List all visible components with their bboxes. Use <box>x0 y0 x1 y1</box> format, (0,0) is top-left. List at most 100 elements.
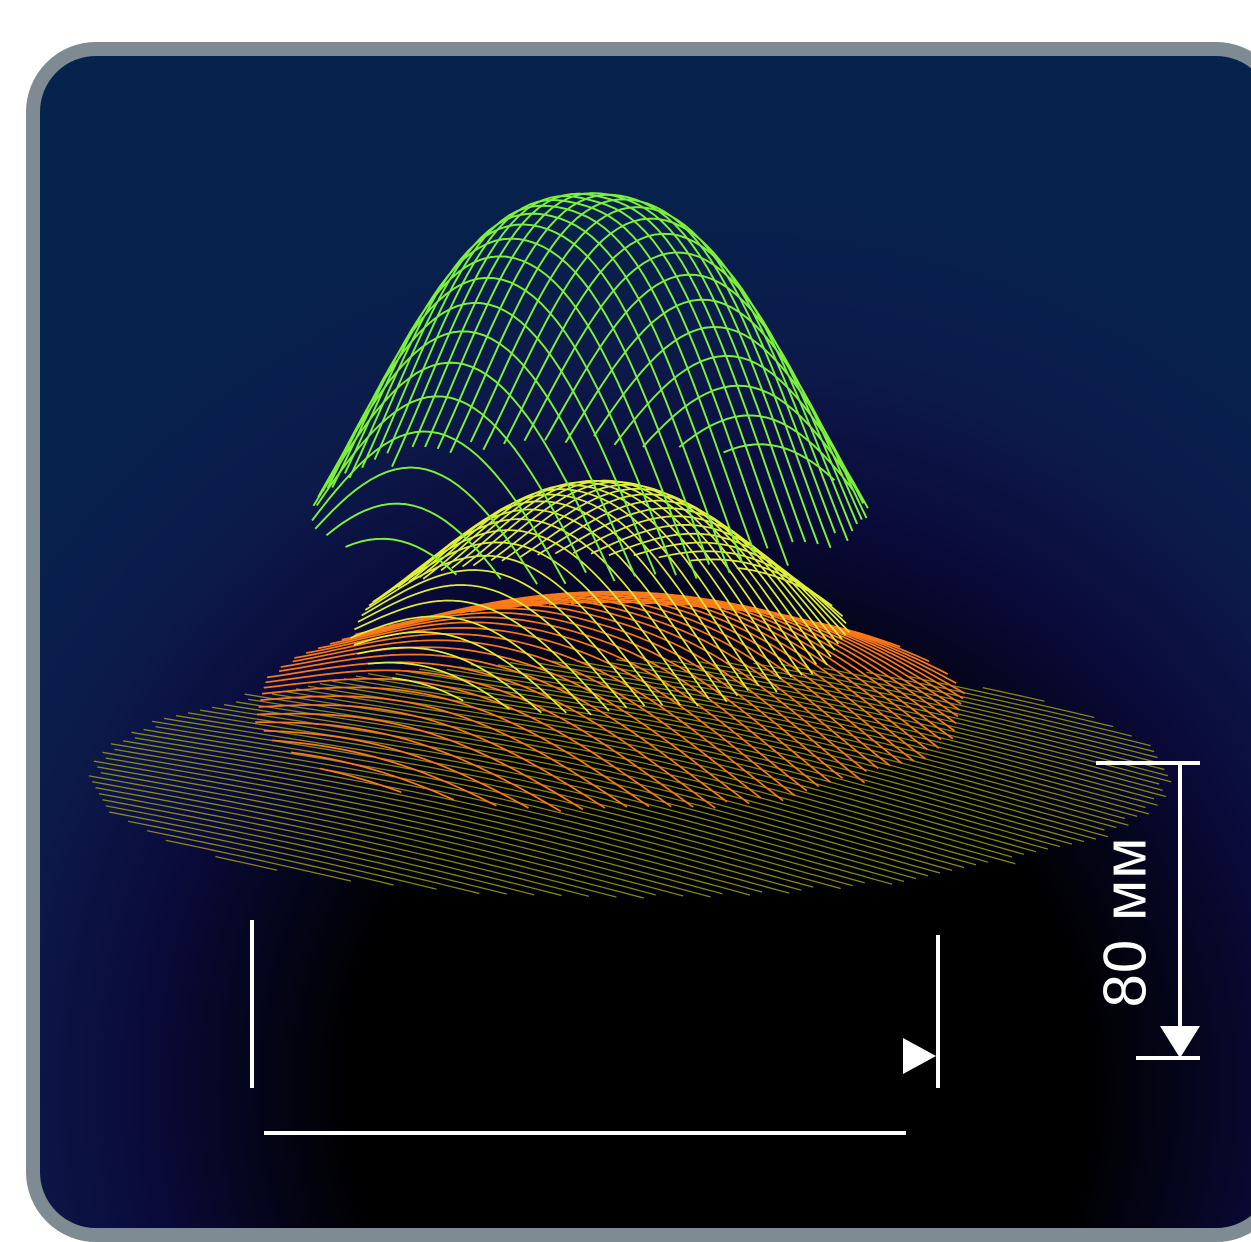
orange-mesh-line <box>263 678 672 808</box>
brim-mesh-line <box>283 690 1025 855</box>
green-mesh-line <box>311 430 567 585</box>
yellow-mesh-line <box>462 479 803 676</box>
yellow-mesh-line <box>392 677 464 702</box>
green-mesh-line <box>373 204 756 555</box>
brim-mesh-line <box>165 839 351 882</box>
green-mesh-line <box>312 361 616 582</box>
brim-mesh-line <box>128 820 437 890</box>
brim-mesh-line <box>576 660 1163 791</box>
width-arrowhead <box>903 1038 936 1074</box>
yellow-mesh-line <box>608 532 850 633</box>
orange-mesh-line <box>260 695 628 808</box>
brim-mesh-line <box>271 693 1013 858</box>
brim-mesh-line <box>164 717 905 882</box>
green-mesh-line <box>424 192 807 543</box>
green-mesh-line <box>723 443 836 481</box>
yellow-mesh-line <box>490 483 818 665</box>
brim-mesh-line <box>670 660 1165 771</box>
orange-mesh-line <box>637 602 964 700</box>
green-mesh-line <box>391 195 789 566</box>
green-mesh-line <box>344 237 711 565</box>
orange-mesh-line <box>258 704 606 809</box>
green-mesh-line <box>523 251 858 525</box>
brim-mesh-line <box>102 799 535 896</box>
brim-mesh-line <box>753 662 1155 753</box>
yellow-mesh-line <box>572 515 843 640</box>
orange-mesh-line <box>290 751 455 801</box>
outer-brim-mesh <box>88 659 1172 899</box>
green-mesh-line <box>469 206 836 534</box>
orange-mesh-line <box>458 590 928 751</box>
brim-mesh-line <box>236 701 977 866</box>
wireframe-scene <box>88 192 1200 1135</box>
yellow-mesh-line <box>367 661 510 710</box>
height-arrowhead <box>1160 1026 1200 1058</box>
green-mesh-line <box>436 193 819 545</box>
green-mesh-line <box>325 502 502 580</box>
orange-mesh-line <box>256 712 584 811</box>
brim-mesh-line <box>319 683 1061 848</box>
brim-mesh-line <box>549 660 1167 798</box>
brim-mesh-line <box>105 805 507 895</box>
orange-mesh-line <box>294 632 784 802</box>
green-mesh-line <box>317 330 636 577</box>
orange-mesh-line <box>319 767 402 794</box>
orange-mesh-line <box>329 616 820 788</box>
brim-mesh-line <box>753 662 1155 753</box>
brim-mesh-line <box>134 737 814 888</box>
orange-mesh-line <box>412 593 903 764</box>
yellow-mesh-line <box>357 584 628 709</box>
brim-mesh-line <box>866 671 1114 728</box>
green-mesh-line <box>642 384 866 503</box>
green-mesh-line <box>314 466 538 585</box>
orange-mesh-line <box>294 632 784 802</box>
green-mesh-line <box>322 301 657 575</box>
width-dimension <box>250 920 940 1135</box>
green-mesh-line <box>316 395 587 574</box>
orange-mesh-line <box>255 721 562 812</box>
orange-mesh-line <box>278 653 728 803</box>
brim-mesh-line <box>212 706 953 871</box>
brim-mesh-line <box>212 706 953 871</box>
brim-mesh-line <box>122 740 802 891</box>
orange-mesh-line <box>265 669 694 808</box>
brim-mesh-line <box>244 693 1016 865</box>
green-mesh-line <box>345 537 458 576</box>
brim-mesh-line <box>188 712 929 877</box>
yellow-mesh-line <box>350 615 592 716</box>
brim-mesh-line <box>295 688 1037 853</box>
brim-mesh-line <box>146 830 394 886</box>
yellow-mesh-line <box>364 554 664 706</box>
orange-mesh-line <box>290 751 455 801</box>
brim-mesh-line <box>248 698 989 863</box>
green-mesh-line <box>564 298 868 519</box>
height-dimension <box>1096 761 1200 1060</box>
brim-mesh-line <box>215 856 278 871</box>
green-mesh-line <box>386 199 769 549</box>
green-mesh-line <box>544 273 863 520</box>
brim-mesh-line <box>102 751 751 896</box>
orange-mesh-line <box>355 603 866 784</box>
brim-mesh-line <box>100 772 656 896</box>
brim-mesh-line <box>176 715 917 880</box>
brim-mesh-line <box>367 673 1109 838</box>
yellow-mesh-line <box>354 599 610 712</box>
green-mesh-line <box>411 192 794 543</box>
yellow-mesh-line <box>368 541 681 706</box>
green-mesh-line <box>482 217 849 542</box>
brim-mesh-line <box>105 805 507 895</box>
height-label: 80 мм <box>1091 836 1159 1008</box>
yellow-mesh-line <box>422 484 778 693</box>
brim-mesh-line <box>109 811 480 895</box>
brim-mesh-line <box>343 678 1085 843</box>
brim-mesh-line <box>93 760 711 898</box>
green-mesh-line <box>678 414 855 492</box>
orange-mesh-line <box>412 593 903 764</box>
yellow-mesh-line <box>372 529 699 707</box>
orange-mesh-line <box>267 661 716 809</box>
green-mesh-line <box>503 232 854 532</box>
yellow-mesh-line <box>357 646 542 714</box>
brim-mesh-line <box>407 670 1117 829</box>
orange-mesh-line <box>341 611 832 783</box>
brim-mesh-line <box>97 766 684 897</box>
